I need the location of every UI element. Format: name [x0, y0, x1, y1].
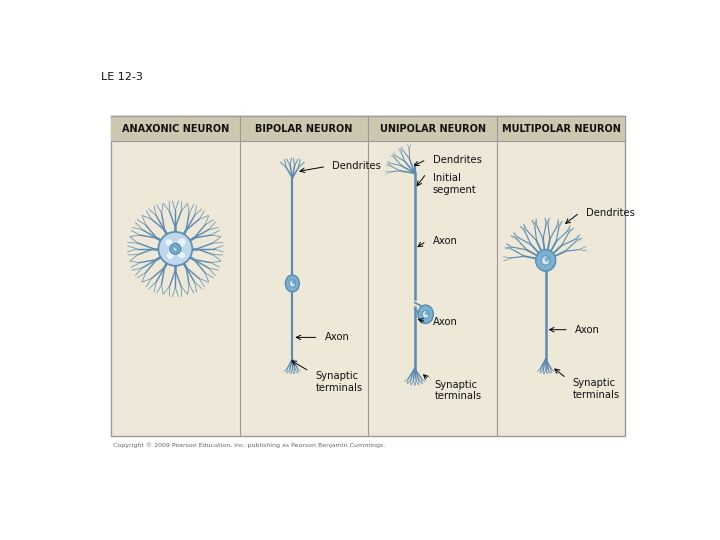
Bar [111, 117, 626, 436]
Text: MULTIPOLAR NEURON: MULTIPOLAR NEURON [502, 124, 621, 134]
Ellipse shape [423, 310, 429, 318]
Ellipse shape [289, 280, 295, 287]
Text: Synaptic
terminals: Synaptic terminals [315, 372, 363, 393]
Bar [368, 117, 497, 141]
Text: Axon: Axon [433, 236, 457, 246]
Text: Axon: Axon [433, 317, 457, 327]
Text: Initial
segment: Initial segment [433, 173, 476, 195]
Text: UNIPOLAR NEURON: UNIPOLAR NEURON [379, 124, 485, 134]
Text: Dendrites: Dendrites [333, 161, 382, 171]
Text: Synaptic
terminals: Synaptic terminals [572, 378, 620, 400]
Text: Axon: Axon [575, 325, 600, 335]
Ellipse shape [173, 247, 178, 251]
Ellipse shape [541, 256, 550, 265]
Ellipse shape [176, 247, 177, 248]
Ellipse shape [167, 251, 174, 259]
Ellipse shape [178, 252, 185, 258]
Ellipse shape [426, 312, 428, 315]
Ellipse shape [285, 275, 300, 292]
Ellipse shape [158, 232, 192, 266]
Ellipse shape [418, 305, 433, 323]
Ellipse shape [177, 238, 186, 247]
Text: LE 12-3: LE 12-3 [101, 72, 143, 83]
Text: Dendrites: Dendrites [586, 208, 634, 218]
Text: Axon: Axon [325, 333, 350, 342]
Text: ANAXONIC NEURON: ANAXONIC NEURON [122, 124, 229, 134]
Text: BIPOLAR NEURON: BIPOLAR NEURON [256, 124, 353, 134]
Text: Synaptic
terminals: Synaptic terminals [435, 380, 482, 401]
Ellipse shape [166, 239, 173, 246]
Ellipse shape [292, 281, 294, 284]
Ellipse shape [545, 258, 549, 261]
Bar [240, 117, 368, 141]
Ellipse shape [536, 249, 556, 271]
Bar [111, 117, 240, 141]
Text: Copyright © 2009 Pearson Education, Inc. publishing as Pearson Benjamin Cummings: Copyright © 2009 Pearson Education, Inc.… [113, 442, 386, 448]
Ellipse shape [170, 244, 181, 254]
Bar [497, 117, 626, 141]
Text: Dendrites: Dendrites [433, 154, 482, 165]
